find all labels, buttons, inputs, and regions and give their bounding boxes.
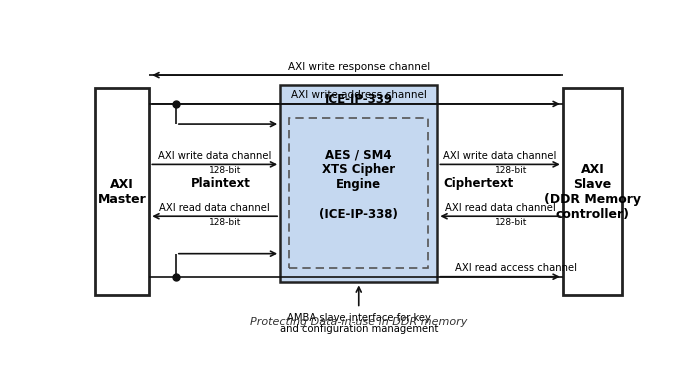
Text: 128-bit: 128-bit (495, 218, 527, 227)
Text: AES / SM4
XTS Cipher
Engine

(ICE-IP-338): AES / SM4 XTS Cipher Engine (ICE-IP-338) (319, 148, 398, 221)
Text: AXI write address channel: AXI write address channel (290, 91, 427, 101)
Text: AXI
Slave
(DDR Memory
controller): AXI Slave (DDR Memory controller) (544, 163, 641, 221)
Text: 128-bit: 128-bit (209, 166, 241, 175)
Text: AXI read data channel: AXI read data channel (444, 203, 555, 213)
Text: Protecting Data-in-use in DDR memory: Protecting Data-in-use in DDR memory (250, 317, 468, 327)
Bar (95, 88, 149, 295)
Text: 128-bit: 128-bit (209, 218, 241, 227)
Text: Plaintext: Plaintext (190, 177, 251, 190)
Text: AXI write response channel: AXI write response channel (288, 62, 430, 72)
Text: 128-bit: 128-bit (495, 166, 527, 175)
Text: AXI write data channel: AXI write data channel (158, 151, 272, 161)
Text: AXI
Master: AXI Master (98, 178, 146, 206)
Text: ICE-IP-339: ICE-IP-339 (325, 92, 393, 105)
Text: AXI read access channel: AXI read access channel (455, 263, 578, 273)
Text: AXI write data channel: AXI write data channel (443, 151, 556, 161)
Text: AXI read data channel: AXI read data channel (160, 203, 270, 213)
Bar (280, 85, 438, 282)
Bar (563, 88, 622, 295)
Text: AMBA slave interface for key
and configuration management: AMBA slave interface for key and configu… (279, 313, 438, 334)
Bar (289, 118, 428, 268)
Text: Ciphertext: Ciphertext (443, 177, 513, 190)
